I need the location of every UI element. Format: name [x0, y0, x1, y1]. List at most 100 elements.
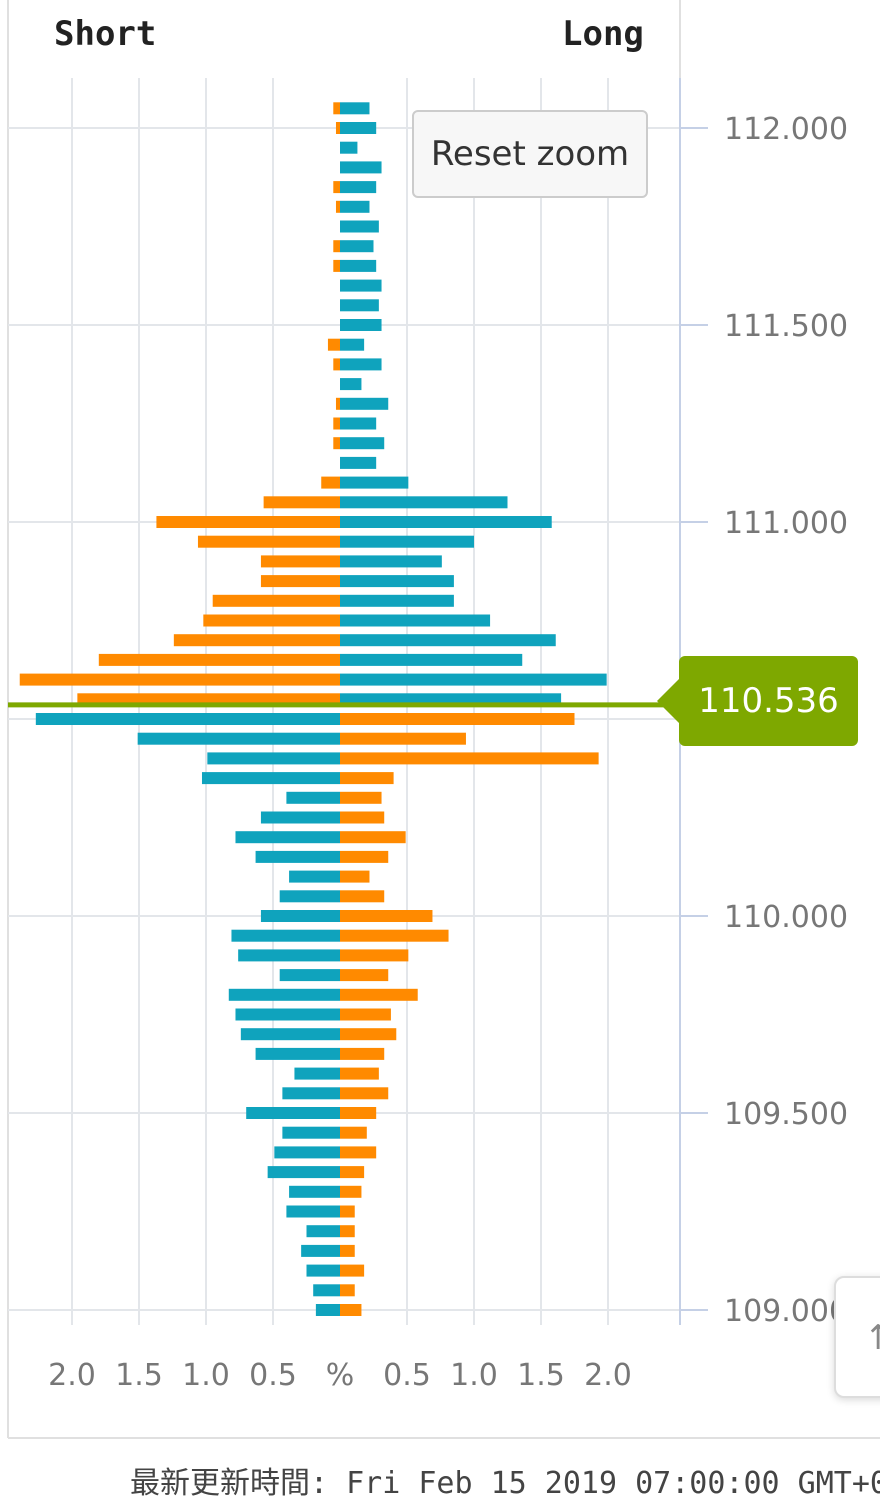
- short-bar: [279, 969, 340, 982]
- short-bar: [327, 338, 340, 351]
- short-bar: [207, 752, 340, 765]
- short-bar: [294, 1067, 340, 1080]
- short-bar: [282, 1087, 340, 1100]
- short-bar: [255, 1047, 340, 1060]
- long-bar: [340, 279, 382, 292]
- long-bar: [340, 417, 377, 430]
- scroll-button[interactable]: ↑: [834, 1276, 880, 1398]
- y-tick-label: 109.500: [724, 1097, 848, 1132]
- x-tick-label: 1.0: [450, 1358, 498, 1393]
- chevron-up-icon: ↑: [864, 1318, 880, 1358]
- short-bar: [98, 653, 340, 666]
- short-bar: [333, 417, 340, 430]
- long-bar: [340, 831, 406, 844]
- x-tick-label: 2.0: [584, 1358, 632, 1393]
- long-bar: [340, 200, 370, 213]
- long-bar: [340, 358, 382, 371]
- x-tick-label: 0.5: [249, 1358, 297, 1393]
- short-bar: [260, 811, 340, 824]
- long-bar: [340, 456, 377, 469]
- long-bar: [340, 102, 370, 115]
- y-tick-label: 110.000: [724, 900, 848, 935]
- short-bar: [240, 1028, 340, 1041]
- short-bar: [306, 1264, 340, 1277]
- short-bar: [301, 1244, 340, 1257]
- short-bar: [212, 594, 340, 607]
- short-bar: [238, 949, 340, 962]
- x-tick-label: 2.0: [48, 1358, 96, 1393]
- short-bar: [333, 437, 340, 450]
- short-bar: [260, 575, 340, 588]
- short-bar: [260, 910, 340, 922]
- long-bar: [340, 594, 454, 607]
- short-bar: [289, 870, 340, 883]
- long-bar: [340, 673, 607, 686]
- long-bar: [340, 772, 394, 785]
- long-bar: [340, 988, 418, 1001]
- short-bar: [35, 713, 340, 725]
- long-bar: [340, 319, 382, 331]
- long-bar: [340, 181, 377, 194]
- long-bar: [340, 1126, 367, 1139]
- long-bar: [340, 1166, 365, 1179]
- y-tick-label: 111.500: [724, 309, 848, 344]
- short-header: Short: [54, 14, 157, 54]
- long-bar: [340, 634, 556, 647]
- short-bar: [274, 1146, 340, 1159]
- long-bar: [340, 693, 562, 706]
- long-bar: [340, 910, 433, 922]
- long-bar: [340, 259, 377, 272]
- short-bar: [137, 732, 340, 745]
- long-bar: [340, 1008, 391, 1021]
- long-bar: [340, 141, 358, 154]
- long-bar: [340, 1284, 355, 1297]
- long-bar: [340, 752, 599, 765]
- short-bar: [19, 673, 341, 686]
- long-bar: [340, 535, 474, 548]
- long-bar: [340, 338, 365, 351]
- long-bar: [340, 1146, 377, 1159]
- short-bar: [246, 1107, 340, 1119]
- y-tick-label: 112.000: [724, 112, 848, 147]
- long-bar: [340, 614, 491, 627]
- long-bar: [340, 1205, 355, 1218]
- long-bar: [340, 122, 377, 134]
- long-bar: [340, 811, 385, 824]
- short-bar: [255, 850, 340, 863]
- long-bar: [340, 1264, 365, 1277]
- short-bar: [267, 1166, 340, 1179]
- short-bar: [289, 1185, 340, 1198]
- short-bar: [333, 259, 340, 272]
- long-bar: [340, 1087, 389, 1100]
- long-bar: [340, 732, 466, 745]
- long-bar: [340, 713, 575, 725]
- x-tick-label: 1.5: [517, 1358, 565, 1393]
- short-bar: [228, 988, 340, 1001]
- x-tick-label: 1.0: [182, 1358, 230, 1393]
- short-bar: [263, 496, 340, 509]
- short-bar: [333, 240, 340, 253]
- long-bar: [340, 378, 362, 391]
- short-bar: [333, 358, 340, 371]
- long-bar: [340, 397, 389, 410]
- x-tick-label: 0.5: [383, 1358, 431, 1393]
- short-bar: [286, 791, 340, 804]
- long-bar: [340, 516, 552, 528]
- y-tick-label: 109.000: [724, 1294, 848, 1329]
- long-bar: [340, 1028, 397, 1041]
- long-bar: [340, 1304, 362, 1316]
- short-bar: [315, 1304, 340, 1316]
- short-bar: [235, 831, 340, 844]
- short-bar: [197, 535, 340, 548]
- short-bar: [282, 1126, 340, 1139]
- long-bar: [340, 240, 374, 253]
- long-bar: [340, 299, 379, 312]
- long-bar: [340, 870, 370, 883]
- reset-zoom-button[interactable]: Reset zoom: [412, 110, 648, 198]
- long-bar: [340, 791, 382, 804]
- short-bar: [306, 1225, 340, 1238]
- long-bar: [340, 1107, 377, 1119]
- long-bar: [340, 1244, 355, 1257]
- short-bar: [335, 122, 340, 134]
- short-bar: [335, 200, 340, 213]
